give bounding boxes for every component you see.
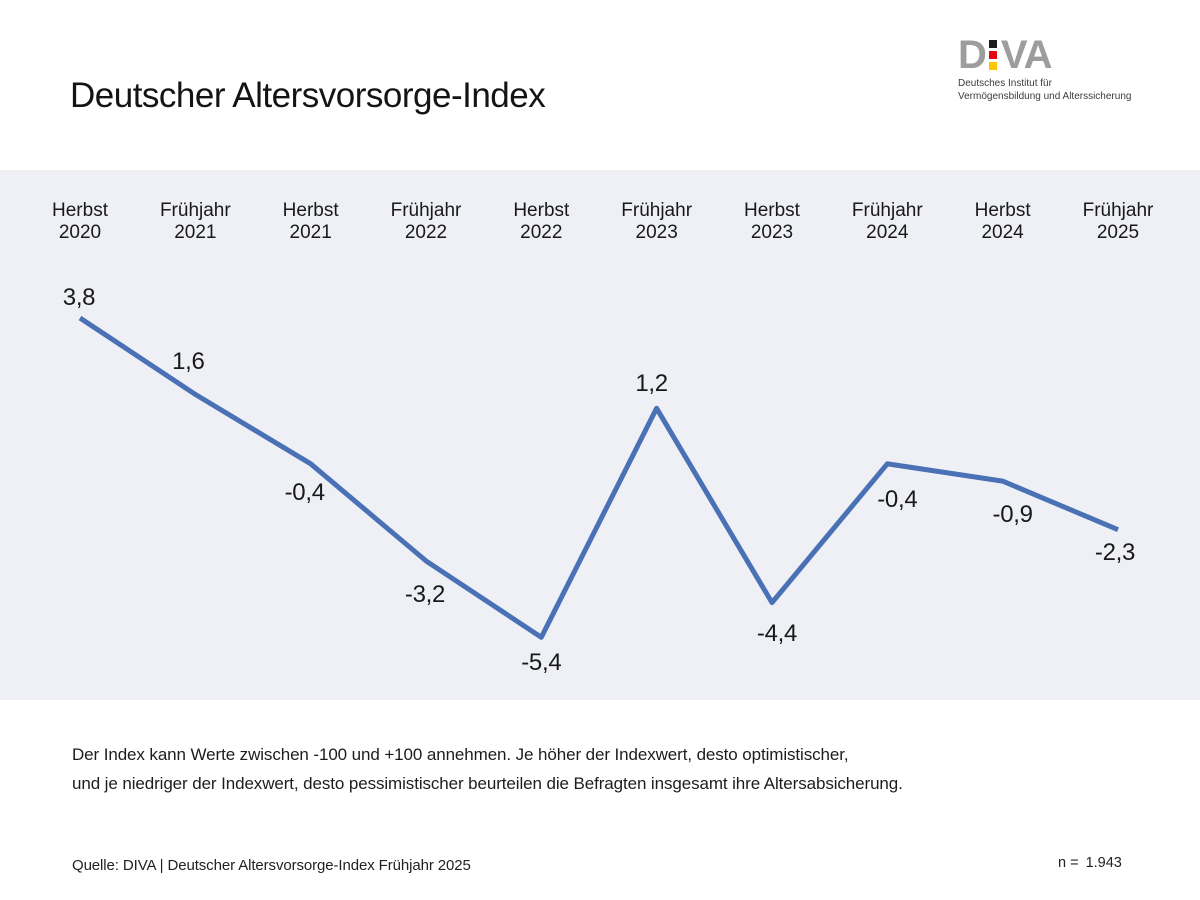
chart-panel: Herbst 2020 Frühjahr 2021 Herbst 2021 Frühjahr…	[0, 170, 1200, 700]
category-season: Herbst	[974, 200, 1031, 221]
logo-subtitle-line2: Vermögensbildung und Alterssicherung	[958, 90, 1132, 102]
category-label: Frühjahr 2025	[1083, 200, 1154, 243]
logo-subtitle: Deutsches Institut für Vermögensbildung …	[958, 78, 1158, 103]
category-year: 2022	[520, 221, 563, 243]
value-label: 1,6	[172, 348, 205, 376]
category-label: Frühjahr 2021	[160, 200, 231, 243]
category-year: 2024	[866, 221, 909, 243]
value-label: -4,4	[756, 619, 798, 647]
category-season: Herbst	[513, 200, 570, 221]
index-explanation-line2: und je niedriger der Indexwert, desto pe…	[72, 773, 903, 793]
category-season: Frühjahr	[159, 200, 231, 221]
value-label: -5,4	[521, 649, 562, 677]
category-year: 2025	[1096, 221, 1140, 243]
category-year: 2020	[58, 221, 102, 243]
index-line	[78, 315, 1119, 640]
category-season: Herbst	[282, 200, 339, 221]
category-season: Frühjahr	[851, 200, 923, 221]
flag-black-square	[988, 40, 997, 49]
flag-gold-square	[988, 62, 997, 71]
value-label: 1,2	[635, 370, 668, 398]
value-label: -0,4	[284, 478, 325, 506]
category-label: Herbst 2024	[975, 200, 1031, 243]
value-label: -3,2	[404, 580, 446, 608]
category-label: Frühjahr 2024	[852, 200, 923, 243]
value-label: -2,3	[1094, 538, 1136, 566]
category-label: Frühjahr 2023	[621, 200, 692, 243]
diva-logo-wordmark: D VA	[958, 33, 1158, 77]
category-year: 2021	[174, 221, 217, 243]
category-year: 2022	[404, 221, 448, 243]
flag-red-square	[988, 51, 997, 60]
logo-letters-va: VA	[1000, 33, 1053, 77]
category-season: Herbst	[52, 200, 108, 221]
category-season: Frühjahr	[390, 200, 462, 221]
logo-letter-d: D	[958, 33, 987, 77]
index-explanation-line1: Der Index kann Werte zwischen -100 und +…	[72, 745, 849, 764]
category-label: Herbst 2022	[513, 200, 569, 243]
category-label: Herbst 2023	[744, 200, 800, 243]
category-label: Herbst 2021	[283, 200, 339, 243]
page-title: Deutscher Altersvorsorge-Index	[70, 76, 546, 115]
line-chart	[78, 315, 1119, 640]
category-season: Herbst	[743, 200, 800, 221]
index-explanation: Der Index kann Werte zwischen -100 und +…	[72, 741, 903, 798]
german-flag-icon	[988, 40, 997, 71]
value-label: 3,8	[62, 284, 96, 311]
category-year: 2024	[981, 221, 1024, 243]
source-note: Quelle: DIVA | Deutscher Altersvorsorge-…	[72, 857, 471, 874]
category-season: Frühjahr	[1082, 200, 1154, 221]
diva-logo: D VA Deutsches Institut für Vermögensbil…	[958, 33, 1158, 103]
logo-subtitle-line1: Deutsches Institut für	[958, 78, 1052, 90]
sample-size: n = 1.943	[1058, 855, 1122, 871]
category-season: Frühjahr	[621, 200, 693, 221]
category-year: 2023	[635, 221, 678, 243]
value-label: -0,9	[992, 501, 1033, 529]
sample-size-value: 1.943	[1085, 855, 1122, 871]
value-label: -0,4	[877, 485, 918, 513]
category-label: Herbst 2020	[52, 200, 108, 243]
category-year: 2023	[750, 221, 794, 243]
category-year: 2021	[289, 221, 332, 243]
category-label: Frühjahr 2022	[391, 200, 462, 243]
sample-size-label: n =	[1058, 855, 1079, 871]
